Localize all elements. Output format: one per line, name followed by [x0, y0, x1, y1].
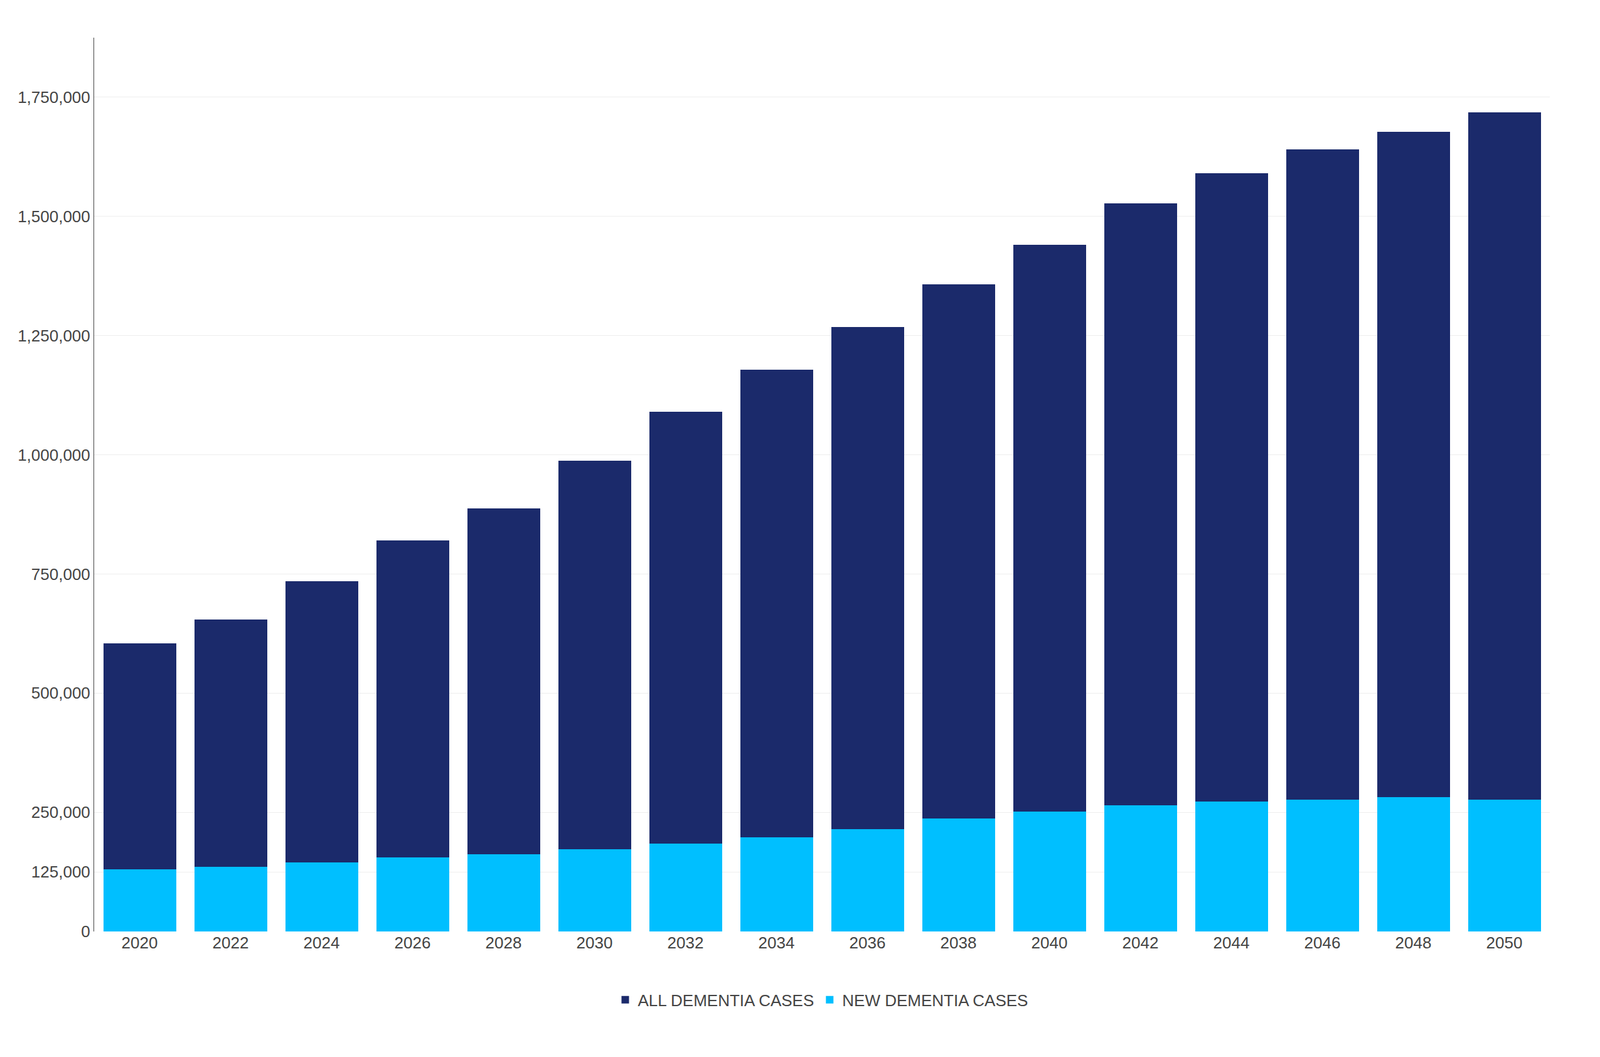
svg-text:125,000: 125,000 [31, 862, 91, 881]
svg-text:2026: 2026 [394, 933, 432, 952]
svg-text:2040: 2040 [1031, 933, 1068, 952]
svg-text:2036: 2036 [849, 933, 886, 952]
svg-text:750,000: 750,000 [31, 564, 91, 584]
svg-text:2020: 2020 [121, 933, 159, 952]
svg-text:2048: 2048 [1395, 933, 1432, 952]
svg-text:2038: 2038 [940, 933, 977, 952]
svg-text:2034: 2034 [758, 933, 795, 952]
svg-text:2050: 2050 [1486, 933, 1523, 952]
svg-text:0: 0 [80, 921, 90, 941]
svg-text:2024: 2024 [303, 933, 341, 952]
svg-text:500,000: 500,000 [31, 683, 91, 703]
svg-text:2046: 2046 [1304, 933, 1341, 952]
svg-text:2022: 2022 [212, 933, 250, 952]
svg-text:2032: 2032 [667, 933, 704, 952]
svg-text:1,750,000: 1,750,000 [17, 87, 91, 107]
svg-text:1,250,000: 1,250,000 [17, 326, 91, 346]
svg-text:2042: 2042 [1122, 933, 1159, 952]
svg-text:2044: 2044 [1213, 933, 1250, 952]
svg-text:250,000: 250,000 [31, 802, 91, 822]
svg-text:ALL DEMENTIA CASES: ALL DEMENTIA CASES [638, 990, 815, 1010]
svg-text:NEW DEMENTIA CASES: NEW DEMENTIA CASES [842, 990, 1028, 1010]
svg-text:1,000,000: 1,000,000 [17, 445, 91, 465]
svg-text:1,500,000: 1,500,000 [17, 207, 91, 226]
svg-text:2028: 2028 [485, 933, 523, 952]
svg-text:2030: 2030 [576, 933, 614, 952]
